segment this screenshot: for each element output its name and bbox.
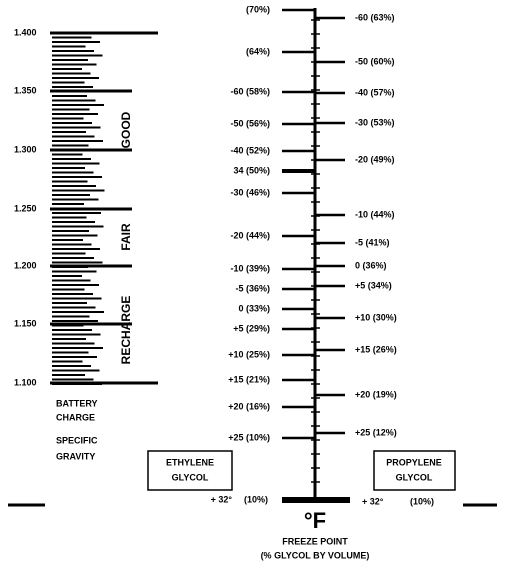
zone-label: FAIR <box>119 223 133 251</box>
ethylene-label: +5 (29%) <box>233 323 270 333</box>
zone-label: RECHARGE <box>119 296 133 365</box>
footer: (% GLYCOL BY VOLUME) <box>261 550 370 560</box>
ethylene-name: GLYCOL <box>172 472 209 482</box>
footer: FREEZE POINT <box>282 536 348 546</box>
propylene-label: -10 (44%) <box>355 209 395 219</box>
ethylene-label: -5 (36%) <box>235 283 270 293</box>
ethylene-label: +10 (25%) <box>228 349 270 359</box>
caption: CHARGE <box>56 412 95 422</box>
sg-label: 1.100 <box>14 377 37 387</box>
unit: °F <box>304 508 326 533</box>
propylene-label: 0 (36%) <box>355 260 387 270</box>
zone-label: GOOD <box>119 111 133 148</box>
propylene-label: -50 (60%) <box>355 56 395 66</box>
propylene-name: GLYCOL <box>396 472 433 482</box>
ethylene-label: -50 (56%) <box>230 118 270 128</box>
ethylene-label: (64%) <box>246 46 270 56</box>
propylene-label: +25 (12%) <box>355 427 397 437</box>
ethylene-label: +20 (16%) <box>228 401 270 411</box>
ethylene-label: 34 (50%) <box>233 165 270 175</box>
propylene-label: -5 (41%) <box>355 237 390 247</box>
propylene-label: +5 (34%) <box>355 280 392 290</box>
caption: BATTERY <box>56 398 98 408</box>
ethylene-label: +25 (10%) <box>228 432 270 442</box>
ethylene-box <box>147 450 233 491</box>
ethylene-bottom: + 32° <box>211 494 233 504</box>
propylene-label: +10 (30%) <box>355 312 397 322</box>
sg-label: 1.400 <box>14 27 37 37</box>
propylene-bottom-pct: (10%) <box>410 496 434 506</box>
propylene-label: -20 (49%) <box>355 154 395 164</box>
propylene-bottom: + 32° <box>362 496 384 506</box>
propylene-box <box>373 450 456 491</box>
ethylene-label: (70%) <box>246 4 270 14</box>
caption: GRAVITY <box>56 451 95 461</box>
ethylene-label: 0 (33%) <box>238 303 270 313</box>
propylene-label: -40 (57%) <box>355 87 395 97</box>
propylene-name: PROPYLENE <box>386 457 442 467</box>
ethylene-label: -30 (46%) <box>230 187 270 197</box>
ethylene-label: -40 (52%) <box>230 145 270 155</box>
propylene-label: -30 (53%) <box>355 117 395 127</box>
ethylene-name: ETHYLENE <box>166 457 214 467</box>
ethylene-label: +15 (21%) <box>228 374 270 384</box>
ethylene-bottom-pct: (10%) <box>244 494 268 504</box>
propylene-label: +20 (19%) <box>355 389 397 399</box>
sg-label: 1.200 <box>14 260 37 270</box>
ethylene-label: -10 (39%) <box>230 263 270 273</box>
ethylene-label: -60 (58%) <box>230 86 270 96</box>
ethylene-label: -20 (44%) <box>230 230 270 240</box>
sg-label: 1.350 <box>14 85 37 95</box>
sg-label: 1.150 <box>14 318 37 328</box>
sg-label: 1.250 <box>14 203 37 213</box>
caption: SPECIFIC <box>56 435 98 445</box>
sg-label: 1.300 <box>14 144 37 154</box>
propylene-label: -60 (63%) <box>355 12 395 22</box>
propylene-label: +15 (26%) <box>355 344 397 354</box>
